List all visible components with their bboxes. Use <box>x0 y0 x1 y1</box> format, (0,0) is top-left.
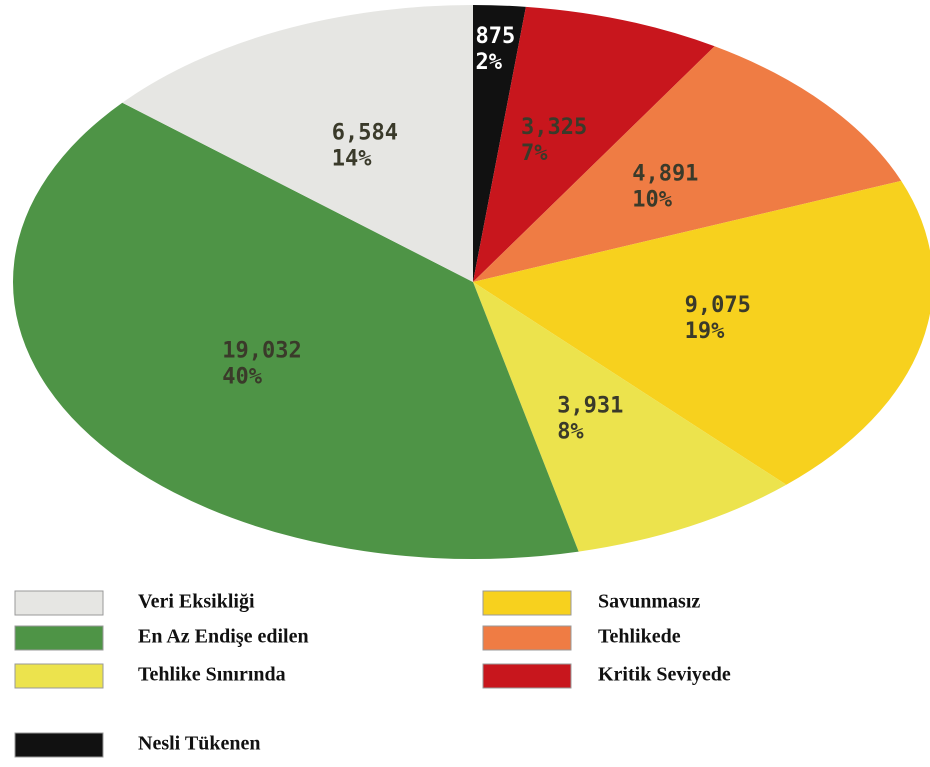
percent-label: 8% <box>557 419 584 444</box>
legend-label: Tehlikede <box>598 626 681 648</box>
pie-slice <box>122 5 474 282</box>
legend-swatch <box>482 663 572 689</box>
legend-label: En Az Endişe edilen <box>138 626 309 648</box>
percent-label: 14% <box>332 147 372 172</box>
pie-slice <box>473 180 930 485</box>
pie-slice <box>473 5 526 282</box>
value-label: 9,075 <box>685 293 751 318</box>
percent-label: 40% <box>222 365 262 390</box>
value-label: 875 <box>476 24 516 49</box>
percent-label: 19% <box>685 319 725 344</box>
value-label: 3,325 <box>521 115 587 140</box>
legend-swatch <box>14 625 104 651</box>
legend-label: Tehlike Sınırında <box>138 664 286 686</box>
legend-label: Veri Eksikliği <box>138 591 255 613</box>
percent-label: 2% <box>476 50 503 75</box>
legend-label: Kritik Seviyede <box>598 664 731 686</box>
pie-slice <box>473 46 902 283</box>
legend-label: Nesli Tükenen <box>138 733 260 755</box>
pie-slice <box>473 282 787 552</box>
value-label: 4,891 <box>632 161 698 186</box>
legend-swatch <box>14 590 104 616</box>
percent-label: 10% <box>632 187 672 212</box>
legend-swatch <box>14 732 104 758</box>
value-label: 3,931 <box>557 393 623 418</box>
legend-swatch <box>14 663 104 689</box>
value-label: 19,032 <box>222 339 301 364</box>
legend-swatch <box>482 625 572 651</box>
legend-swatch <box>482 590 572 616</box>
value-label: 6,584 <box>332 121 398 146</box>
percent-label: 7% <box>521 141 548 166</box>
pie-slice <box>473 6 715 282</box>
pie-slice <box>12 102 579 560</box>
legend-label: Savunmasız <box>598 591 700 613</box>
